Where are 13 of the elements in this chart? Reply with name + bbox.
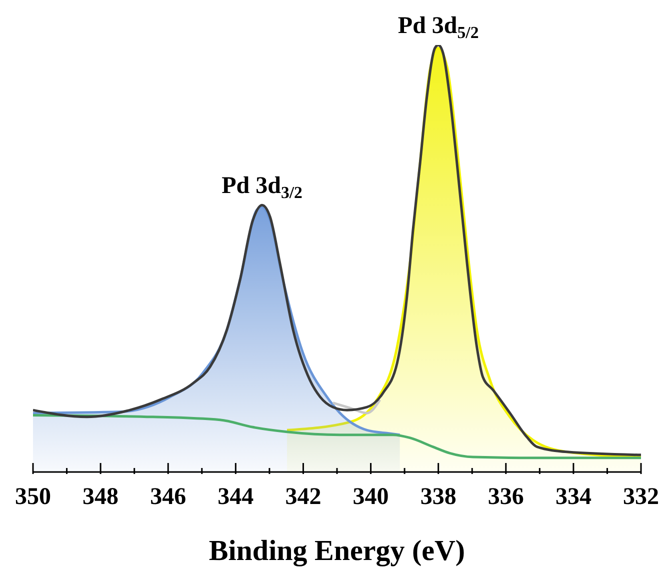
- x-tick-label: 334: [555, 484, 592, 510]
- x-tick-label: 340: [352, 484, 389, 510]
- x-tick-label: 332: [623, 484, 659, 510]
- x-tick-label: 336: [488, 484, 524, 510]
- annotation: Pd 3d$_{5/2}$: [398, 13, 479, 42]
- x-tick-label: 350: [15, 484, 51, 510]
- x-tick-label: 348: [82, 484, 119, 510]
- x-tick-label: 338: [420, 484, 456, 510]
- x-tick-label: 342: [285, 484, 322, 510]
- x-axis-title: Binding Energy (eV): [208, 535, 466, 567]
- x-tick-label: 344: [218, 484, 254, 510]
- annotation: Pd 3d$_{3/2}$: [222, 173, 302, 202]
- x-tick-label: 346: [150, 484, 186, 510]
